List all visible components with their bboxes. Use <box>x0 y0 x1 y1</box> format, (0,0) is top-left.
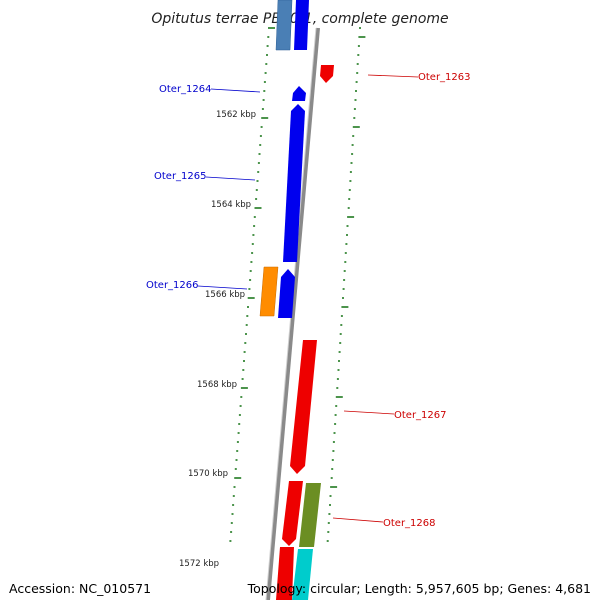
gene-cds-red[interactable] <box>276 547 294 600</box>
gene-oter-1265[interactable] <box>283 104 305 262</box>
scale-label: 1562 kbp <box>216 110 256 120</box>
gene-cds-olive[interactable] <box>299 483 321 547</box>
gene-cds-cyan[interactable] <box>292 549 313 600</box>
accession-text: Accession: NC_010571 <box>9 581 152 596</box>
gene-cds-blue[interactable] <box>278 269 295 318</box>
gene-oter-1268[interactable] <box>282 481 303 546</box>
gene-cds-blue[interactable] <box>294 0 309 50</box>
gene-oter-1263[interactable] <box>320 65 334 83</box>
forward-strand-genes <box>282 65 334 600</box>
gene-labels: Oter_1263 Oter_1264 Oter_1265 Oter_1266 … <box>146 72 471 529</box>
gene-oter-1266[interactable] <box>259 266 279 317</box>
gene-label-oter-1267[interactable]: Oter_1267 <box>394 410 447 421</box>
scale-label: 1566 kbp <box>205 290 245 300</box>
gene-label-oter-1266[interactable]: Oter_1266 <box>146 280 199 291</box>
tick-marks-inner <box>229 27 275 542</box>
reverse-strand-genes <box>259 0 309 600</box>
scale-labels: 1562 kbp 1564 kbp 1566 kbp 1568 kbp 1570… <box>179 110 256 569</box>
gene-cds-steel[interactable] <box>275 0 293 51</box>
scale-label: 1564 kbp <box>211 200 251 210</box>
tick-marks-outer <box>326 27 366 542</box>
gene-label-oter-1268[interactable]: Oter_1268 <box>383 518 436 529</box>
scale-label: 1568 kbp <box>197 380 237 390</box>
gene-oter-1267[interactable] <box>290 340 317 474</box>
scale-label: 1572 kbp <box>179 559 219 569</box>
scale-label: 1570 kbp <box>188 469 228 479</box>
gene-label-oter-1265[interactable]: Oter_1265 <box>154 171 207 182</box>
topology-text: Topology: circular; Length: 5,957,605 bp… <box>247 581 591 596</box>
gene-oter-1264[interactable] <box>292 86 306 101</box>
gene-label-oter-1264[interactable]: Oter_1264 <box>159 84 212 95</box>
gene-label-oter-1263[interactable]: Oter_1263 <box>418 72 471 83</box>
